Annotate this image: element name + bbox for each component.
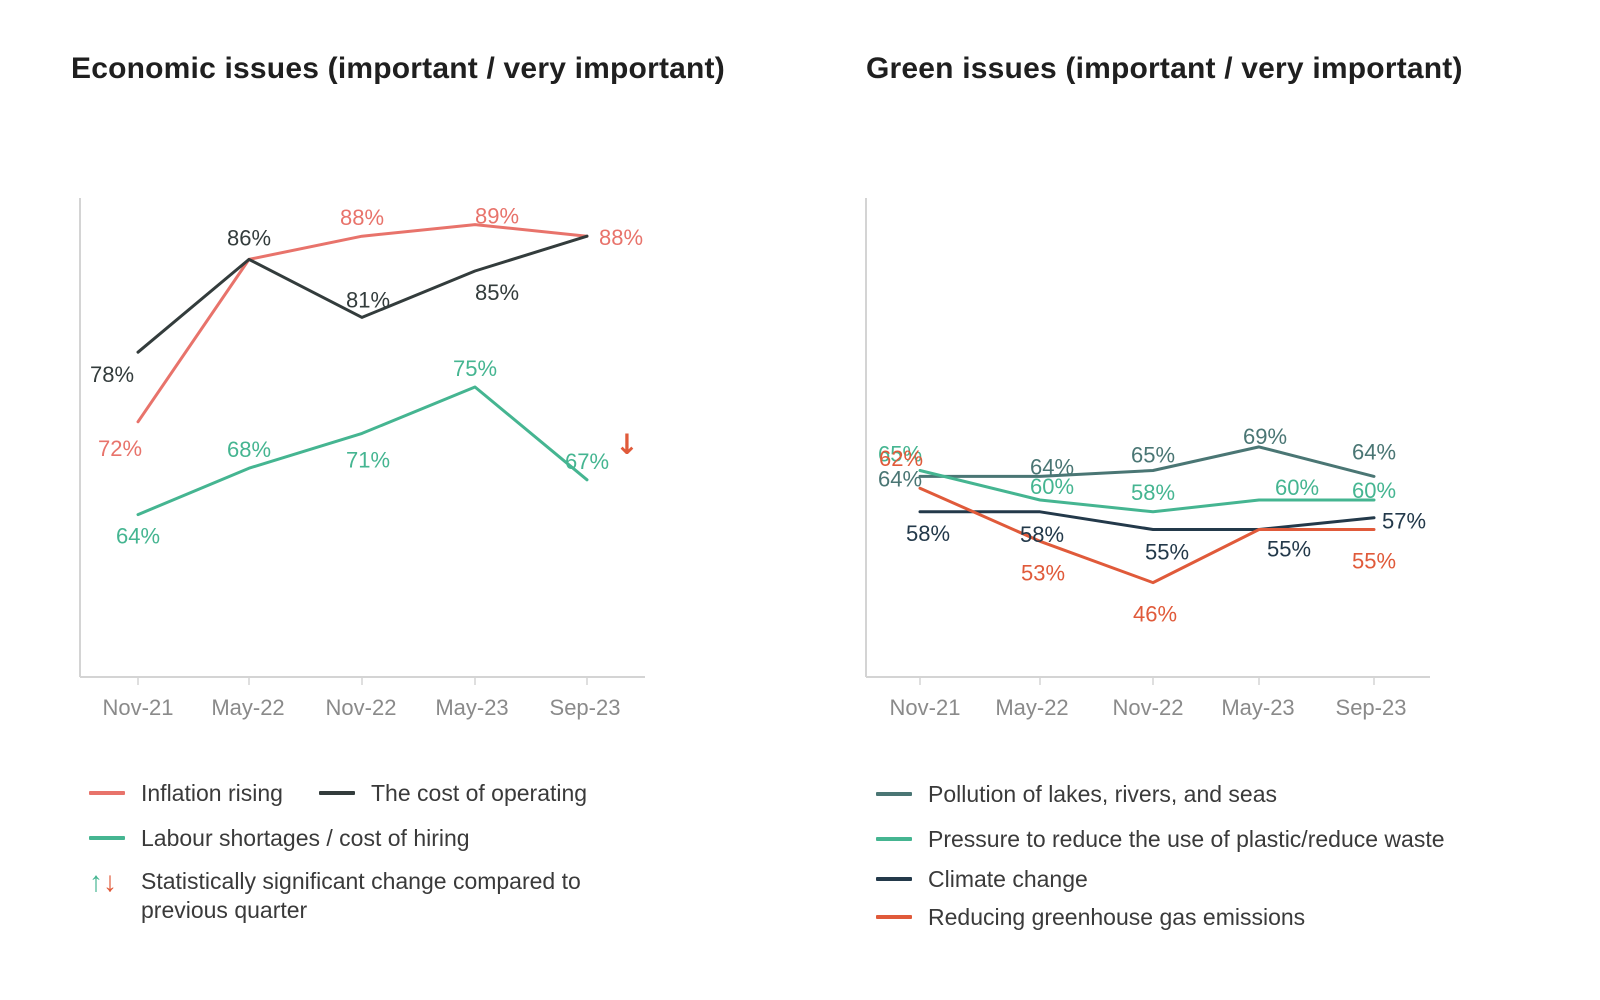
economic-data-label: 89% xyxy=(475,204,519,229)
green-series-line-pollution-of-lakes-rivers-and-seas xyxy=(918,445,1376,478)
economic-series-line-labour-shortages-cost-of-hiring xyxy=(136,385,589,517)
green-data-label: 46% xyxy=(1133,602,1177,627)
green-data-label: 55% xyxy=(1145,540,1189,565)
legend-label-greenhouse: Reducing greenhouse gas emissions xyxy=(928,904,1306,930)
green-x-tick-label: Sep-23 xyxy=(1336,695,1407,720)
green-data-label: 53% xyxy=(1021,560,1065,585)
green-data-label: 64% xyxy=(1352,439,1396,464)
legend-label-significance: Statistically significant change compare… xyxy=(141,868,581,923)
legend-label-pollution: Pollution of lakes, rivers, and seas xyxy=(928,781,1278,807)
green-series-line-pressure-to-reduce-the-use-of-plastic-reduce-waste xyxy=(918,469,1376,514)
legend-item-pollution: Pollution of lakes, rivers, and seas xyxy=(876,779,1277,809)
green-data-label: 60% xyxy=(1275,475,1319,500)
legend-item-greenhouse: Reducing greenhouse gas emissions xyxy=(876,902,1305,932)
green-data-label: 55% xyxy=(1352,549,1396,574)
legend-label-labour: Labour shortages / cost of hiring xyxy=(141,825,470,851)
legend-label-climate: Climate change xyxy=(928,866,1088,892)
legend-swatch-climate xyxy=(876,877,912,881)
economic-data-label: 86% xyxy=(227,225,271,250)
economic-significance-arrow-down-icon: ↓ xyxy=(615,428,638,461)
green-data-label: 64% xyxy=(1030,454,1074,479)
economic-x-tick-label: Nov-22 xyxy=(326,695,397,720)
economic-data-label: 75% xyxy=(453,356,497,381)
economic-data-label: 67% xyxy=(565,449,609,474)
legend-swatch-greenhouse xyxy=(876,915,912,919)
economic-x-tick-label: May-23 xyxy=(435,695,508,720)
economic-data-label: 68% xyxy=(227,437,271,462)
economic-x-tick-label: May-22 xyxy=(211,695,284,720)
economic-chart-title: Economic issues (important / very import… xyxy=(71,52,725,85)
legend-label-inflation: Inflation rising xyxy=(141,780,283,806)
green-data-label: 55% xyxy=(1267,537,1311,562)
green-x-tick-label: May-22 xyxy=(995,695,1068,720)
legend-swatch-cost-operating xyxy=(319,791,355,795)
legend-label-plastic: Pressure to reduce the use of plastic/re… xyxy=(928,826,1445,852)
economic-data-label: 72% xyxy=(98,436,142,461)
green-x-tick-label: Nov-21 xyxy=(890,695,961,720)
economic-data-label: 64% xyxy=(116,524,160,549)
legend-item-plastic: Pressure to reduce the use of plastic/re… xyxy=(876,824,1445,854)
legend-item-labour: Labour shortages / cost of hiring xyxy=(89,823,470,853)
legend-item-climate: Climate change xyxy=(876,864,1088,894)
economic-data-label: 88% xyxy=(340,205,384,230)
economic-x-tick-label: Nov-21 xyxy=(103,695,174,720)
green-data-label: 58% xyxy=(906,521,950,546)
legend-swatch-pollution xyxy=(876,792,912,796)
significance-arrows: ↑↓ xyxy=(89,867,125,897)
legend-item-cost-operating: The cost of operating xyxy=(319,778,587,808)
arrow-down-icon: ↓ xyxy=(103,866,117,897)
legend-item-inflation: Inflation rising xyxy=(89,778,283,808)
legend-swatch-plastic xyxy=(876,837,912,841)
legend-swatch-inflation xyxy=(89,791,125,795)
green-data-label: 62% xyxy=(879,446,923,471)
economic-series-line-the-cost-of-operating xyxy=(136,234,589,354)
economic-data-label: 81% xyxy=(346,287,390,312)
arrow-up-icon: ↑ xyxy=(89,866,103,897)
green-x-tick-label: May-23 xyxy=(1221,695,1294,720)
green-series-line-reducing-greenhouse-gas-emissions xyxy=(918,486,1376,585)
green-chart-title: Green issues (important / very important… xyxy=(866,52,1463,85)
green-data-label: 60% xyxy=(1030,474,1074,499)
green-data-label: 65% xyxy=(878,442,922,467)
economic-data-label: 71% xyxy=(346,447,390,472)
economic-data-label: 78% xyxy=(90,362,134,387)
green-data-label: 60% xyxy=(1352,478,1396,503)
green-data-label: 57% xyxy=(1382,509,1426,534)
economic-series-line-inflation-rising xyxy=(136,223,589,424)
legend-label-cost-operating: The cost of operating xyxy=(371,780,588,806)
legend-swatch-labour xyxy=(89,836,125,840)
economic-data-label: 88% xyxy=(599,225,643,250)
legend-item-significance: ↑↓ Statistically significant change comp… xyxy=(89,867,601,925)
green-data-label: 58% xyxy=(1020,522,1064,547)
green-data-label: 64% xyxy=(878,466,922,491)
green-data-label: 58% xyxy=(1131,480,1175,505)
green-series-line-climate-change xyxy=(918,510,1376,531)
green-x-tick-label: Nov-22 xyxy=(1113,695,1184,720)
green-data-label: 69% xyxy=(1243,424,1287,449)
economic-data-label: 85% xyxy=(475,280,519,305)
economic-x-tick-label: Sep-23 xyxy=(550,695,621,720)
green-data-label: 65% xyxy=(1131,443,1175,468)
